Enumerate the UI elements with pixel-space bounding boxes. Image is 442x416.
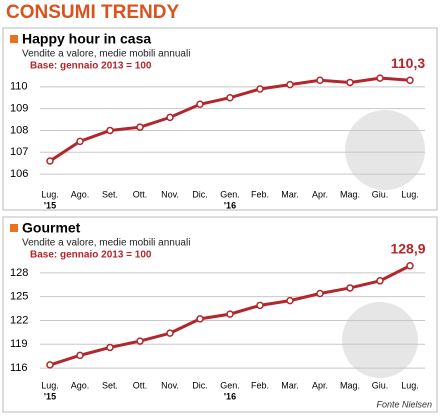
x-tick-label: Ago. <box>71 189 90 199</box>
y-tick-label: 116 <box>10 362 28 374</box>
illustration <box>345 110 425 190</box>
point <box>256 301 264 310</box>
point <box>46 157 54 165</box>
x-tick-label: Mar. <box>281 189 299 199</box>
illustration <box>342 302 418 378</box>
x-tick-label: Lug. <box>401 380 419 390</box>
x-tick-label: Set. <box>102 189 118 199</box>
point <box>346 78 354 87</box>
panel-subtitle: Vendite a valore, medie mobili annuali <box>22 238 190 249</box>
x-tick-label: Lug. <box>41 380 59 390</box>
x-year-label: '15 <box>44 200 56 210</box>
point <box>406 76 414 85</box>
panel-frame <box>2 27 438 211</box>
point <box>76 137 84 146</box>
y-tick-label: 110 <box>10 81 28 93</box>
value-label-box <box>388 56 428 73</box>
point <box>166 329 174 337</box>
point <box>256 85 264 93</box>
x-tick-label: Mag. <box>340 189 360 199</box>
value-label: 110,3 <box>391 55 425 71</box>
title-marker <box>10 35 18 43</box>
point <box>106 343 114 352</box>
point <box>226 93 234 102</box>
panel-frame <box>2 216 438 413</box>
x-year-label: '15 <box>44 391 56 401</box>
point <box>226 310 234 318</box>
x-tick-label: Mar. <box>281 380 299 390</box>
x-tick-label: Set. <box>102 380 118 390</box>
x-tick-label: Ott. <box>133 189 148 199</box>
point <box>106 126 114 135</box>
x-tick-label: Feb. <box>251 189 269 199</box>
x-tick-label: Dic. <box>192 380 208 390</box>
y-tick-label: 119 <box>10 338 28 350</box>
y-tick-label: 109 <box>10 103 28 115</box>
point <box>316 289 324 298</box>
y-tick-label: 107 <box>10 146 28 158</box>
x-tick-label: Gen. <box>220 380 240 390</box>
x-tick-label: Dic. <box>192 189 208 199</box>
panel-subtitle: Vendite a valore, medie mobili annuali <box>22 49 190 60</box>
x-year-label: '16 <box>224 391 236 401</box>
x-tick-label: Lug. <box>41 189 59 199</box>
point <box>376 277 384 285</box>
x-tick-label: Apr. <box>312 380 328 390</box>
point <box>286 296 294 305</box>
x-tick-label: Nov. <box>161 380 179 390</box>
point <box>196 315 204 323</box>
x-tick-label: Ago. <box>71 380 90 390</box>
panel-note: Base: gennaio 2013 = 100 <box>30 250 152 261</box>
x-tick-label: Feb. <box>251 380 269 390</box>
point <box>46 361 54 369</box>
x-tick-label: Lug. <box>401 189 419 199</box>
point <box>136 123 144 131</box>
y-tick-label: 125 <box>10 291 28 303</box>
x-tick-label: Giu. <box>372 380 389 390</box>
y-tick-label: 128 <box>10 267 28 279</box>
value-label: 128,9 <box>390 240 425 256</box>
x-tick-label: Ott. <box>133 380 148 390</box>
x-tick-label: Mag. <box>340 380 360 390</box>
x-tick-label: Giu. <box>372 189 389 199</box>
point <box>406 261 414 270</box>
point <box>316 76 324 85</box>
value-label-box <box>388 241 428 258</box>
y-tick-label: 106 <box>10 168 28 180</box>
point <box>346 284 354 292</box>
x-tick-label: Gen. <box>220 189 240 199</box>
point <box>376 74 384 82</box>
title-marker <box>10 224 18 232</box>
point <box>136 337 144 345</box>
x-year-label: '16 <box>224 200 236 210</box>
panel-title: Gourmet <box>22 220 81 236</box>
source: Fonte Nielsen <box>376 399 432 409</box>
point <box>76 351 84 360</box>
panel-note: Base: gennaio 2013 = 100 <box>30 61 152 72</box>
point <box>166 113 174 122</box>
x-tick-label: Apr. <box>312 189 328 199</box>
x-tick-label: Nov. <box>161 189 179 199</box>
point <box>286 80 294 89</box>
y-tick-label: 108 <box>10 124 28 136</box>
y-tick-label: 122 <box>10 314 28 326</box>
point <box>196 100 204 109</box>
panel-title: Happy hour in casa <box>22 31 151 47</box>
page-title: CONSUMI TRENDY <box>6 2 179 23</box>
